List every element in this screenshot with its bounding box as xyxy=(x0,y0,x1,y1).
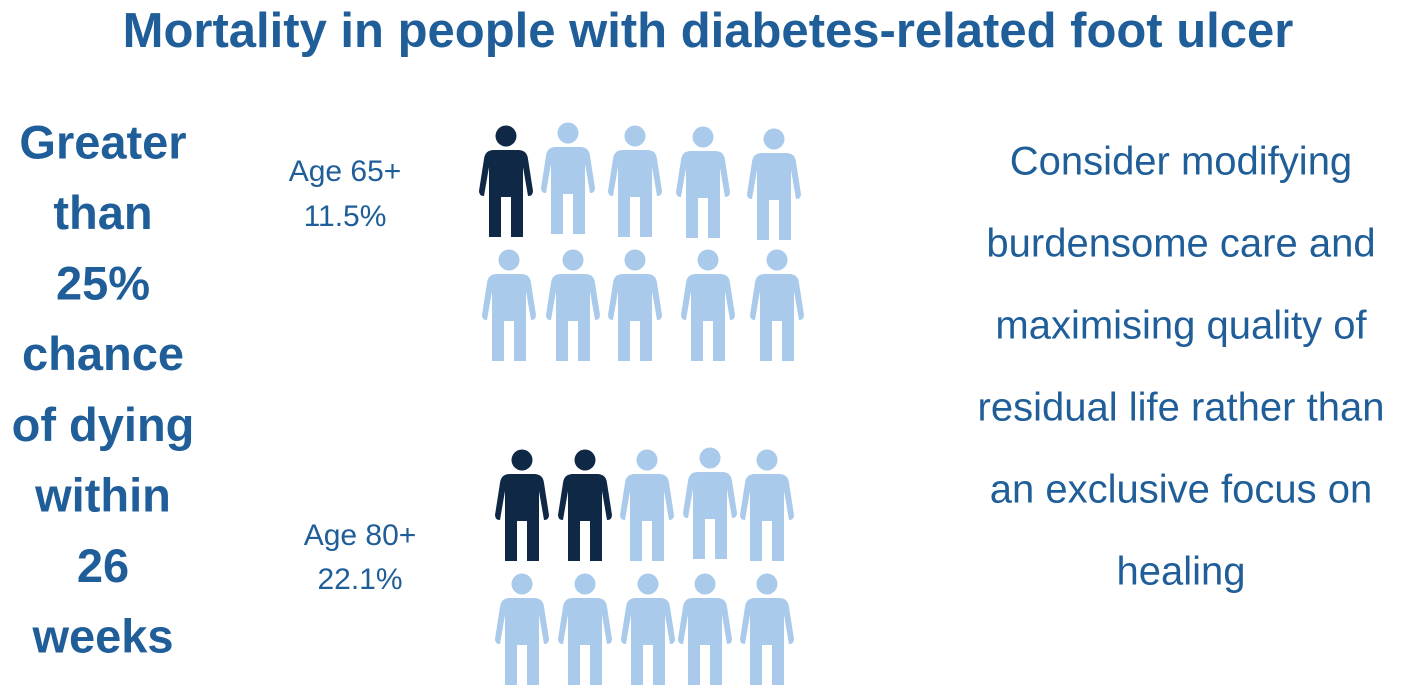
person-icon xyxy=(495,449,549,561)
person-icon xyxy=(740,573,794,685)
person-icon xyxy=(558,449,612,561)
person-icon xyxy=(676,126,730,238)
summary-line: 25% xyxy=(56,257,150,310)
person-icon xyxy=(750,249,804,361)
group-label: Age 80+ xyxy=(304,519,417,552)
summary: Greater than 25% chance of dying within 26 week… xyxy=(12,115,195,662)
group-value: 11.5% xyxy=(304,200,387,233)
summary-line: than xyxy=(53,186,152,239)
group-label: Age 65+ xyxy=(289,155,402,188)
pictogram xyxy=(495,447,794,685)
summary-line: within xyxy=(34,468,171,521)
title: Mortality in people with diabetes-relate… xyxy=(123,4,1294,58)
summary-line: Greater xyxy=(19,115,186,168)
person-icon xyxy=(479,125,533,237)
note-line: maximising quality of xyxy=(995,304,1367,348)
person-icon xyxy=(740,449,794,561)
summary-line: chance xyxy=(22,327,184,380)
pictogram xyxy=(479,122,804,361)
person-icon xyxy=(621,573,675,685)
summary-line: of dying xyxy=(12,398,195,451)
group-value: 22.1% xyxy=(317,563,402,596)
person-icon xyxy=(608,249,662,361)
note-line: an exclusive focus on xyxy=(990,468,1372,512)
person-icon xyxy=(558,573,612,685)
summary-line: weeks xyxy=(31,610,173,663)
person-icon xyxy=(482,249,536,361)
person-icon xyxy=(678,573,732,685)
person-icon xyxy=(681,249,735,361)
person-icon xyxy=(495,573,549,685)
person-icon xyxy=(620,449,674,561)
note-line: residual life rather than xyxy=(978,386,1385,430)
person-icon xyxy=(541,122,595,234)
note-line: Consider modifying xyxy=(1010,140,1352,184)
note: Consider modifying burdensome care and max… xyxy=(978,140,1385,594)
person-icon xyxy=(546,249,600,361)
summary-line: 26 xyxy=(77,539,129,592)
note-line: burdensome care and xyxy=(986,222,1375,266)
note-line: healing xyxy=(1116,550,1245,594)
person-icon xyxy=(747,128,801,240)
person-icon xyxy=(608,125,662,237)
person-icon xyxy=(683,447,737,559)
